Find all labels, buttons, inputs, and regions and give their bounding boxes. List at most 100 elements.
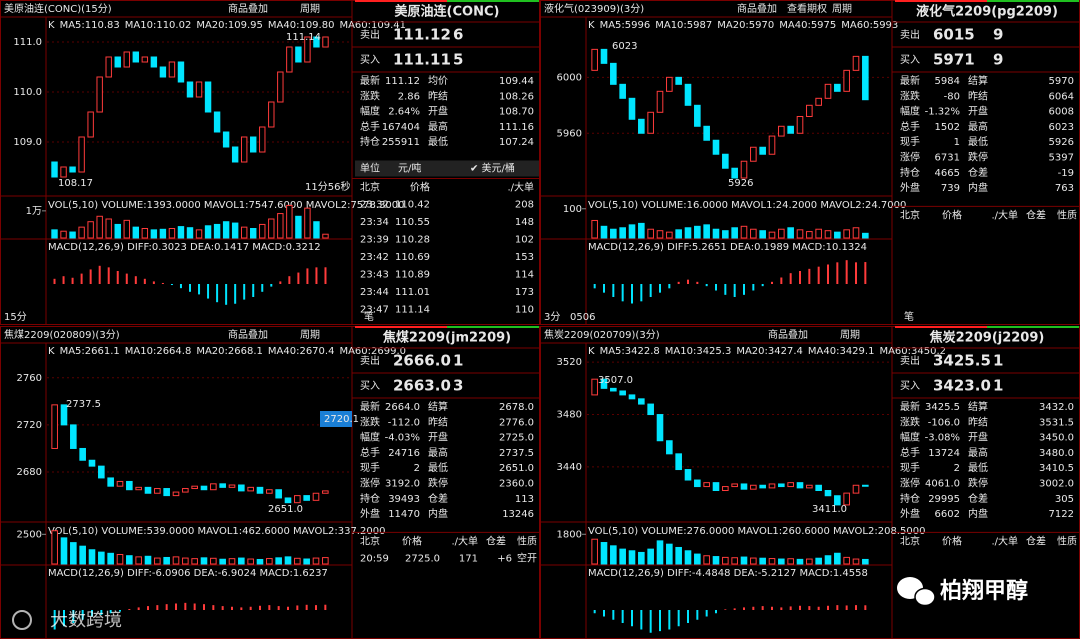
candle [240,136,248,163]
volume-bar [219,558,226,565]
macd-bar [799,271,801,284]
volume-bar [250,228,257,239]
candle [256,486,264,494]
quote-label: 卖出 [360,354,380,367]
y-tick-label: 2760 [17,373,42,384]
quote-label: 开盘 [968,431,988,444]
quote-value: 255911 [382,137,420,148]
volume-bar [675,546,682,565]
quote-label: 涨停 [900,151,920,164]
volume-bar [852,227,860,239]
macd-bar [817,606,820,610]
menu-item[interactable]: 周期 [832,3,852,15]
candle [862,484,869,487]
quote-lots: 1 [993,352,1003,370]
candle [628,394,636,400]
unit-option[interactable]: 元/吨 [398,162,421,175]
candle [204,81,212,113]
macd-bar [175,603,177,610]
trade-cell: 23:44 [360,287,389,298]
menu-item[interactable]: 商品叠加 [228,2,268,15]
candle [275,489,282,499]
menu-item[interactable]: 周期 [300,329,320,341]
y-tick-label: 1800 [557,529,582,540]
volume-bar [740,225,748,239]
candle [656,90,664,113]
quote-label: 内盘 [968,181,988,194]
price-tag-box [320,411,352,427]
annotation: 5926 [728,178,753,189]
macd-bar [270,284,273,287]
volume-bar [759,230,766,239]
trade-cell: 23:43 [360,270,389,281]
menu-item[interactable]: 周期 [840,329,860,341]
quote-value: 113 [515,494,534,505]
trade-cell: 110.55 [395,217,430,228]
volume-bar [69,231,76,239]
macd-bar [288,276,291,284]
macd-bar [761,606,764,610]
menu-item[interactable]: 商品叠加 [737,2,777,15]
quote-value: 2737.5 [499,448,534,459]
menu-item[interactable]: 商品叠加 [228,328,268,341]
macd-bar [855,262,857,284]
volume-bar [722,230,729,239]
macd-bar [817,266,820,284]
quote-value: -3.08% [925,433,960,444]
volume-bar [51,229,58,239]
footer-label: 3分 [544,311,560,323]
ma-label: MA60:5993 [841,20,898,31]
watermark-text: 大数跨境 [50,610,122,631]
candle [610,62,617,85]
quote-label: 涨停 [360,477,380,490]
quote-label: 最新 [900,400,920,413]
macd-bar [125,273,128,284]
volume-bar [268,218,275,239]
candle [600,48,608,64]
volume-bar [182,557,189,565]
unit-option[interactable]: ✔ 美元/桶 [470,162,515,175]
macd-bar [81,610,84,620]
volume-bar [168,228,176,239]
candle [600,378,608,389]
candle [731,483,738,488]
trade-header: 性质 [517,534,537,547]
candle [619,83,626,99]
candle [703,125,710,141]
quote-price: 2666.0 [393,352,451,370]
macd-bar [845,260,848,284]
macd-bar [640,284,643,302]
quote-value: -1.32% [925,107,960,118]
macd-bar [696,610,699,620]
quote-label: 最新 [360,400,380,413]
candle [740,483,748,490]
macd-bar [252,284,255,297]
trade-header: ./大单 [507,181,534,194]
menu-item[interactable]: 商品叠加 [768,328,808,341]
candle [303,495,310,501]
candle [284,497,292,504]
volume-bar [694,225,701,239]
y-tick-label: 6000 [557,72,582,83]
candle [222,131,230,148]
menu-item[interactable]: 周期 [300,3,320,15]
ma-label: MA5:3422.8 [600,346,660,357]
macd-bar [808,606,811,610]
volume-bar [712,556,720,565]
quote-value: 29995 [928,494,960,505]
menu-item[interactable]: 查看期权 [787,2,827,15]
quote-label: 涨跌 [360,415,380,428]
quote-value: 3410.5 [1039,463,1074,474]
candle [172,491,180,497]
volume-bar [107,552,114,565]
volume-bar [852,558,860,565]
y-tick-label: 2680 [17,467,42,478]
candle [796,115,804,134]
ma-label: K [48,20,55,31]
macd-bar [677,610,680,627]
volume-bar [796,229,804,239]
quote-label: 卖出 [900,354,920,367]
candle [114,56,121,68]
macd-bar [143,278,146,284]
candle [154,488,161,494]
